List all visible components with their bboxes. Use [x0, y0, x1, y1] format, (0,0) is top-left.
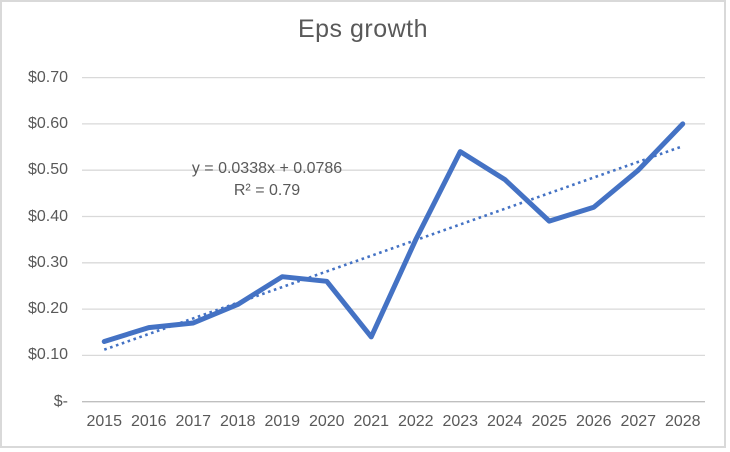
y-tick-label: $- — [53, 392, 68, 410]
x-tick-label: 2026 — [575, 413, 612, 430]
x-tick-label: 2028 — [664, 413, 701, 430]
series-line-eps — [101, 121, 686, 345]
x-tick-label: 2015 — [86, 413, 123, 430]
x-tick-label: 2023 — [442, 413, 479, 430]
x-tick-label: 2018 — [219, 413, 256, 430]
y-tick-label: $0.30 — [27, 253, 68, 271]
y-tick-label: $0.60 — [27, 114, 68, 132]
x-tick-label: 2017 — [175, 413, 212, 430]
x-tick-label: 2024 — [486, 413, 523, 430]
x-tick-label: 2022 — [397, 413, 434, 430]
x-tick-label: 2027 — [620, 413, 657, 430]
x-tick-label: 2019 — [264, 413, 301, 430]
x-tick-label: 2021 — [353, 413, 390, 430]
trendline-equation: y = 0.0338x + 0.0786 — [191, 160, 343, 177]
y-tick-label: $0.70 — [27, 68, 68, 86]
y-tick-label: $0.40 — [27, 207, 68, 225]
y-tick-label: $0.10 — [27, 346, 68, 364]
y-tick-label: $0.50 — [27, 161, 68, 179]
x-tick-label: 2016 — [130, 413, 167, 430]
chart-title: Eps growth — [297, 15, 429, 43]
y-tick-label: $0.20 — [27, 300, 68, 318]
x-tick-label: 2020 — [308, 413, 345, 430]
x-tick-label: 2025 — [531, 413, 568, 430]
trendline-label: y = 0.0338x + 0.0786 R² = 0.79 — [155, 158, 379, 202]
trendline-r-squared: R² = 0.79 — [233, 182, 301, 199]
